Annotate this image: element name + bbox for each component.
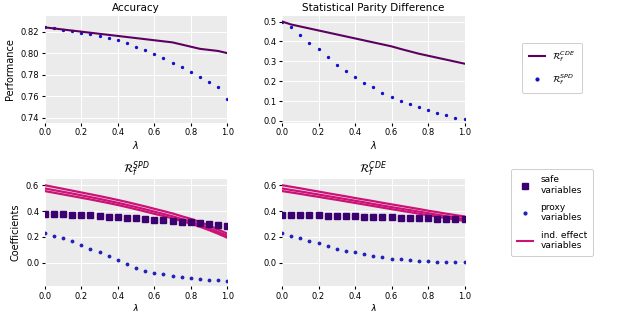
Legend: $\mathcal{R}_f^{CDE}$, $\mathcal{R}_f^{SPD}$: $\mathcal{R}_f^{CDE}$, $\mathcal{R}_f^{S…	[522, 43, 582, 93]
X-axis label: $\lambda$: $\lambda$	[370, 302, 377, 311]
Title: $\mathcal{R}_f^{CDE}$: $\mathcal{R}_f^{CDE}$	[359, 159, 387, 179]
X-axis label: $\lambda$: $\lambda$	[370, 139, 377, 151]
Title: $\mathcal{R}_f^{SPD}$: $\mathcal{R}_f^{SPD}$	[123, 159, 150, 179]
Y-axis label: Performance: Performance	[5, 38, 15, 100]
X-axis label: $\lambda$: $\lambda$	[132, 302, 140, 311]
Y-axis label: Coefficients: Coefficients	[10, 204, 20, 261]
Title: Accuracy: Accuracy	[112, 3, 160, 13]
Legend: safe
variables, proxy
variables, ind. effect
variables: safe variables, proxy variables, ind. ef…	[511, 169, 593, 256]
X-axis label: $\lambda$: $\lambda$	[132, 139, 140, 151]
Title: Statistical Parity Difference: Statistical Parity Difference	[302, 3, 444, 13]
